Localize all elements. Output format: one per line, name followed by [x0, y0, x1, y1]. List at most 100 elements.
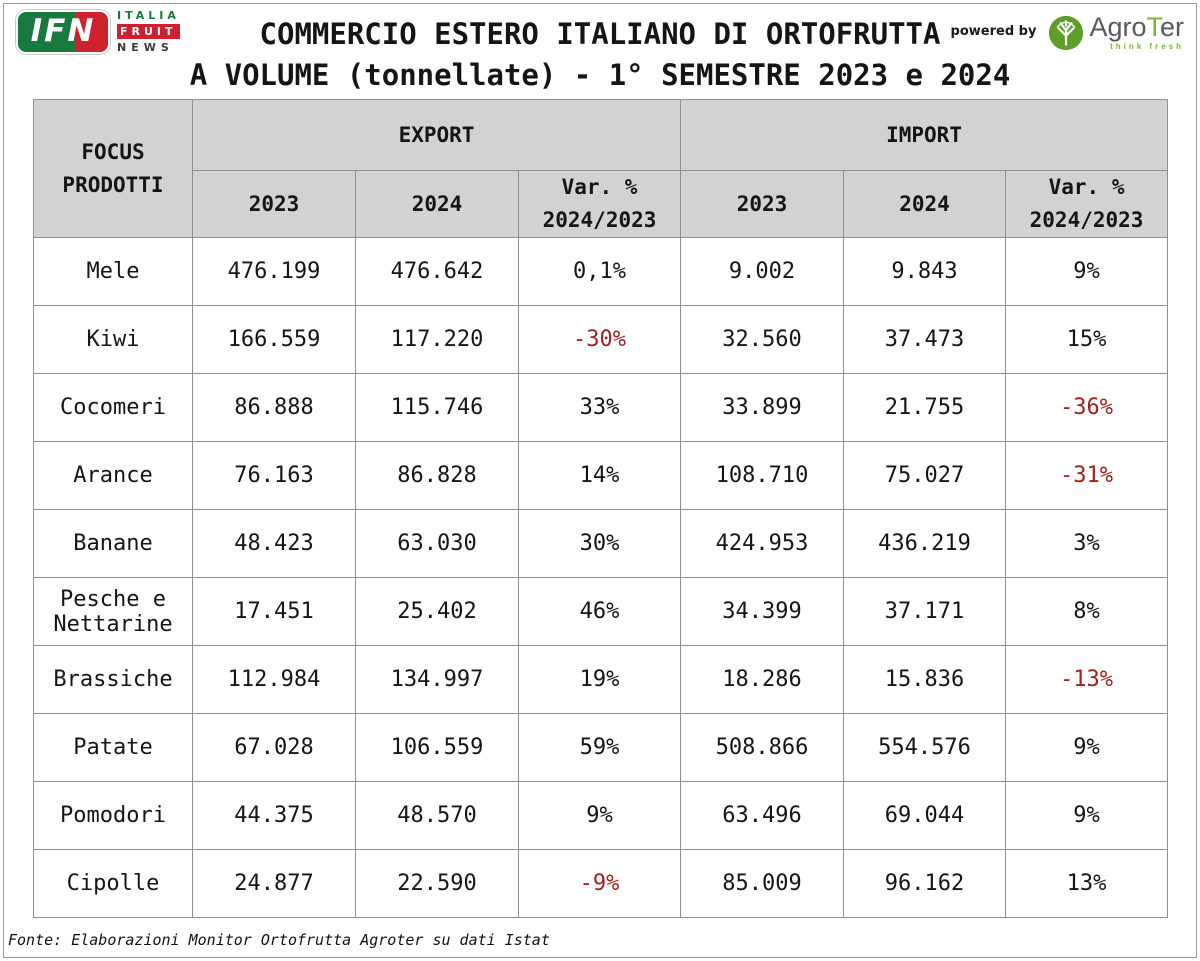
export-2024-value: 25.402 — [355, 577, 519, 646]
import-var-value: -36% — [1005, 373, 1169, 442]
product-name: Kiwi — [33, 305, 193, 374]
import-2023-value: 32.560 — [680, 305, 845, 374]
agroter-name-t: T — [1146, 12, 1160, 42]
import-var-value: 9% — [1005, 713, 1169, 782]
table-row-patate: Patate 67.028 106.559 59% 508.866 554.57… — [33, 713, 1169, 782]
import-2023-value: 85.009 — [680, 849, 845, 918]
import-2024-value: 21.755 — [843, 373, 1007, 442]
header-export-2023: 2023 — [192, 170, 356, 238]
export-2024-value: 48.570 — [355, 781, 519, 850]
powered-by-block: powered by AgroTer think fresh — [950, 14, 1184, 52]
export-2024-value: 63.030 — [355, 509, 519, 578]
import-var-value: 9% — [1005, 781, 1169, 850]
page-title-line1: COMMERCIO ESTERO ITALIANO DI ORTOFRUTTA — [259, 17, 941, 51]
header-import-var: Var. % 2024/2023 — [1005, 170, 1169, 238]
powered-by-label: powered by — [950, 24, 1037, 39]
table-row-cocomeri: Cocomeri 86.888 115.746 33% 33.899 21.75… — [33, 373, 1169, 442]
agroter-wordmark: AgroTer think fresh — [1089, 14, 1184, 52]
import-var-value: 8% — [1005, 577, 1169, 646]
ifn-word-italia: ITALIA — [117, 9, 180, 22]
export-2023-value: 76.163 — [192, 441, 356, 510]
agroter-tagline: think fresh — [1110, 42, 1184, 51]
import-var-value: 3% — [1005, 509, 1169, 578]
header-export-group: EXPORT — [191, 99, 682, 171]
product-name: Arance — [33, 441, 193, 510]
export-var-value: 9% — [517, 781, 682, 850]
export-2024-value: 476.642 — [355, 237, 519, 306]
export-2024-value: 115.746 — [355, 373, 519, 442]
header-import-2024: 2024 — [843, 170, 1007, 238]
table-row-pomodori: Pomodori 44.375 48.570 9% 63.496 69.044 … — [33, 781, 1169, 850]
import-2023-value: 63.496 — [680, 781, 845, 850]
import-var-value: 15% — [1005, 305, 1169, 374]
export-2023-value: 476.199 — [192, 237, 356, 306]
header-import-2023: 2023 — [680, 170, 845, 238]
export-var-value: -9% — [517, 849, 682, 918]
export-var-value: 0,1% — [517, 237, 682, 306]
table-row-pesche-nettarine: Pesche e Nettarine 17.451 25.402 46% 34.… — [33, 577, 1169, 646]
product-name: Cocomeri — [33, 373, 193, 442]
import-2024-value: 69.044 — [843, 781, 1007, 850]
import-var-value: 9% — [1005, 237, 1169, 306]
import-2023-value: 34.399 — [680, 577, 845, 646]
export-2024-value: 134.997 — [355, 645, 519, 714]
ifn-logo: IFN ITALIA FRUIT NEWS — [16, 9, 180, 54]
table-row-cipolle: Cipolle 24.877 22.590 -9% 85.009 96.162 … — [33, 849, 1169, 918]
export-var-value: 46% — [517, 577, 682, 646]
ifn-word-news: NEWS — [117, 41, 174, 54]
import-2024-value: 436.219 — [843, 509, 1007, 578]
header-import-group: IMPORT — [680, 99, 1169, 171]
export-2024-value: 117.220 — [355, 305, 519, 374]
export-2024-value: 106.559 — [355, 713, 519, 782]
product-name: Patate — [33, 713, 193, 782]
product-name: Cipolle — [33, 849, 193, 918]
import-2024-value: 96.162 — [843, 849, 1007, 918]
header-export-2024: 2024 — [355, 170, 519, 238]
ifn-acronym: IFN — [30, 12, 96, 49]
export-2023-value: 112.984 — [192, 645, 356, 714]
import-2023-value: 508.866 — [680, 713, 845, 782]
export-2024-value: 86.828 — [355, 441, 519, 510]
import-2024-value: 37.171 — [843, 577, 1007, 646]
import-2023-value: 424.953 — [680, 509, 845, 578]
import-2023-value: 18.286 — [680, 645, 845, 714]
product-name: Pomodori — [33, 781, 193, 850]
trade-table: FOCUS PRODOTTI EXPORT IMPORT 2023 2024 V… — [33, 99, 1169, 918]
export-2023-value: 166.559 — [192, 305, 356, 374]
header-export-var: Var. % 2024/2023 — [517, 170, 682, 238]
export-var-value: 59% — [517, 713, 682, 782]
source-note: Fonte: Elaborazioni Monitor Ortofrutta A… — [8, 931, 550, 949]
ifn-wordmark: ITALIA FRUIT NEWS — [117, 9, 180, 54]
ifn-badge-icon: IFN — [16, 9, 110, 54]
import-2024-value: 554.576 — [843, 713, 1007, 782]
import-var-value: 13% — [1005, 849, 1169, 918]
product-name: Banane — [33, 509, 193, 578]
export-var-value: 30% — [517, 509, 682, 578]
product-name: Brassiche — [33, 645, 193, 714]
table-row-arance: Arance 76.163 86.828 14% 108.710 75.027 … — [33, 441, 1169, 510]
agroter-tree-icon — [1049, 15, 1084, 50]
export-var-value: 14% — [517, 441, 682, 510]
agroter-name-agro: Agro — [1089, 12, 1147, 42]
agroter-name: AgroTer — [1089, 14, 1184, 41]
import-2024-value: 75.027 — [843, 441, 1007, 510]
import-2024-value: 15.836 — [843, 645, 1007, 714]
page-title-line2: A VOLUME (tonnellate) - 1° SEMESTRE 2023… — [189, 58, 1011, 92]
export-2023-value: 48.423 — [192, 509, 356, 578]
header-focus-prodotti: FOCUS PRODOTTI — [33, 99, 193, 238]
export-2023-value: 44.375 — [192, 781, 356, 850]
import-2023-value: 33.899 — [680, 373, 845, 442]
agroter-logo: AgroTer think fresh — [1048, 14, 1184, 51]
export-var-value: 33% — [517, 373, 682, 442]
table-row-kiwi: Kiwi 166.559 117.220 -30% 32.560 37.473 … — [33, 305, 1169, 374]
export-var-value: -30% — [517, 305, 682, 374]
table-row-mele: Mele 476.199 476.642 0,1% 9.002 9.843 9% — [33, 237, 1169, 306]
export-2023-value: 17.451 — [192, 577, 356, 646]
export-2024-value: 22.590 — [355, 849, 519, 918]
table-row-brassiche: Brassiche 112.984 134.997 19% 18.286 15.… — [33, 645, 1169, 714]
page-title: COMMERCIO ESTERO ITALIANO DI ORTOFRUTTA … — [160, 14, 1040, 96]
export-2023-value: 67.028 — [192, 713, 356, 782]
export-2023-value: 24.877 — [192, 849, 356, 918]
table-row-banane: Banane 48.423 63.030 30% 424.953 436.219… — [33, 509, 1169, 578]
import-2024-value: 9.843 — [843, 237, 1007, 306]
